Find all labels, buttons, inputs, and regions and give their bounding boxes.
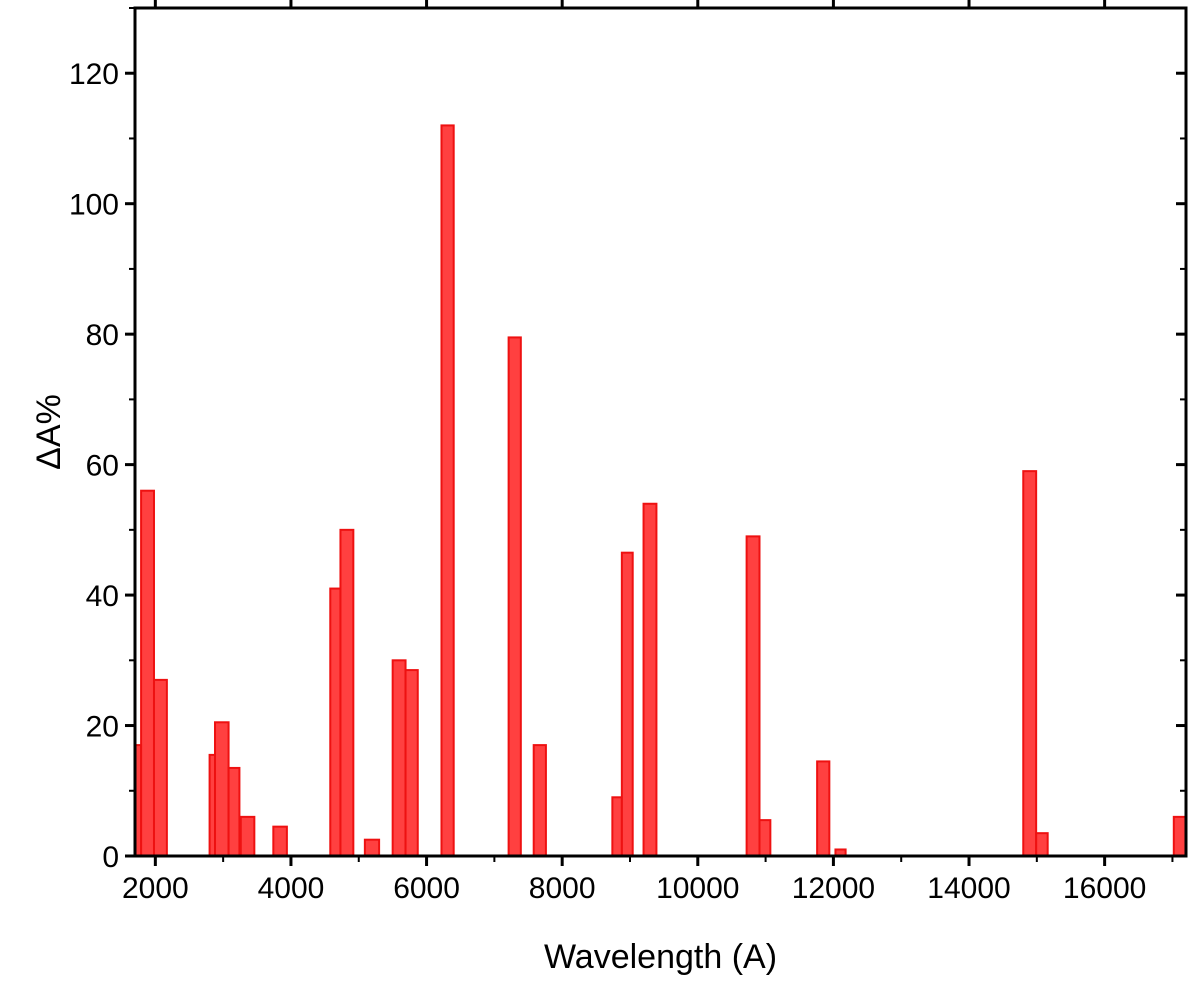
x-tick-label: 2000 xyxy=(122,872,189,905)
bar-16 xyxy=(611,796,623,857)
bar-10 xyxy=(363,838,381,858)
y-axis-title: ΔA% xyxy=(30,394,68,470)
x-tick-labels: 2000 4000 6000 8000 10000 12000 14000 16000 xyxy=(122,872,1146,905)
x-tick-label: 8000 xyxy=(529,872,596,905)
bar-17 xyxy=(620,551,634,858)
tick-marks xyxy=(125,0,1186,866)
bar-24 xyxy=(1035,832,1049,858)
bars-layer xyxy=(134,124,1187,858)
bar-20 xyxy=(758,819,772,857)
x-axis-title: Wavelength (A) xyxy=(544,938,777,976)
bar-13 xyxy=(440,124,455,857)
bar-21 xyxy=(816,760,831,858)
y-tick-label: 60 xyxy=(86,450,119,483)
bar-23 xyxy=(1022,470,1038,857)
bar-1 xyxy=(140,489,155,857)
bar-25 xyxy=(1172,815,1187,857)
plot-frame xyxy=(133,6,1188,858)
y-tick-labels: 0 20 40 60 80 100 120 xyxy=(69,58,119,874)
bar-2 xyxy=(152,678,168,858)
y-tick-label: 120 xyxy=(69,58,119,91)
bar-4 xyxy=(214,721,230,857)
y-tick-label: 100 xyxy=(69,189,119,222)
y-tick-label: 20 xyxy=(86,711,119,744)
x-tick-label: 16000 xyxy=(1063,872,1146,905)
bar-15 xyxy=(532,744,547,857)
y-tick-label: 80 xyxy=(86,319,119,352)
x-tick-label: 14000 xyxy=(927,872,1010,905)
y-tick-label: 0 xyxy=(102,841,119,874)
bar-18 xyxy=(642,502,658,857)
y-tick-label: 40 xyxy=(86,580,119,613)
bar-11 xyxy=(391,659,407,857)
bar-5 xyxy=(227,766,241,858)
bar-19 xyxy=(745,535,761,857)
bar-9 xyxy=(339,528,355,857)
bar-12 xyxy=(404,669,419,857)
x-tick-label: 12000 xyxy=(792,872,875,905)
bar-8 xyxy=(329,587,342,857)
bar-7 xyxy=(272,825,288,858)
bar-6 xyxy=(239,815,256,857)
x-tick-label: 4000 xyxy=(258,872,325,905)
bar-14 xyxy=(507,336,522,857)
x-tick-label: 10000 xyxy=(656,872,739,905)
x-tick-label: 6000 xyxy=(393,872,460,905)
